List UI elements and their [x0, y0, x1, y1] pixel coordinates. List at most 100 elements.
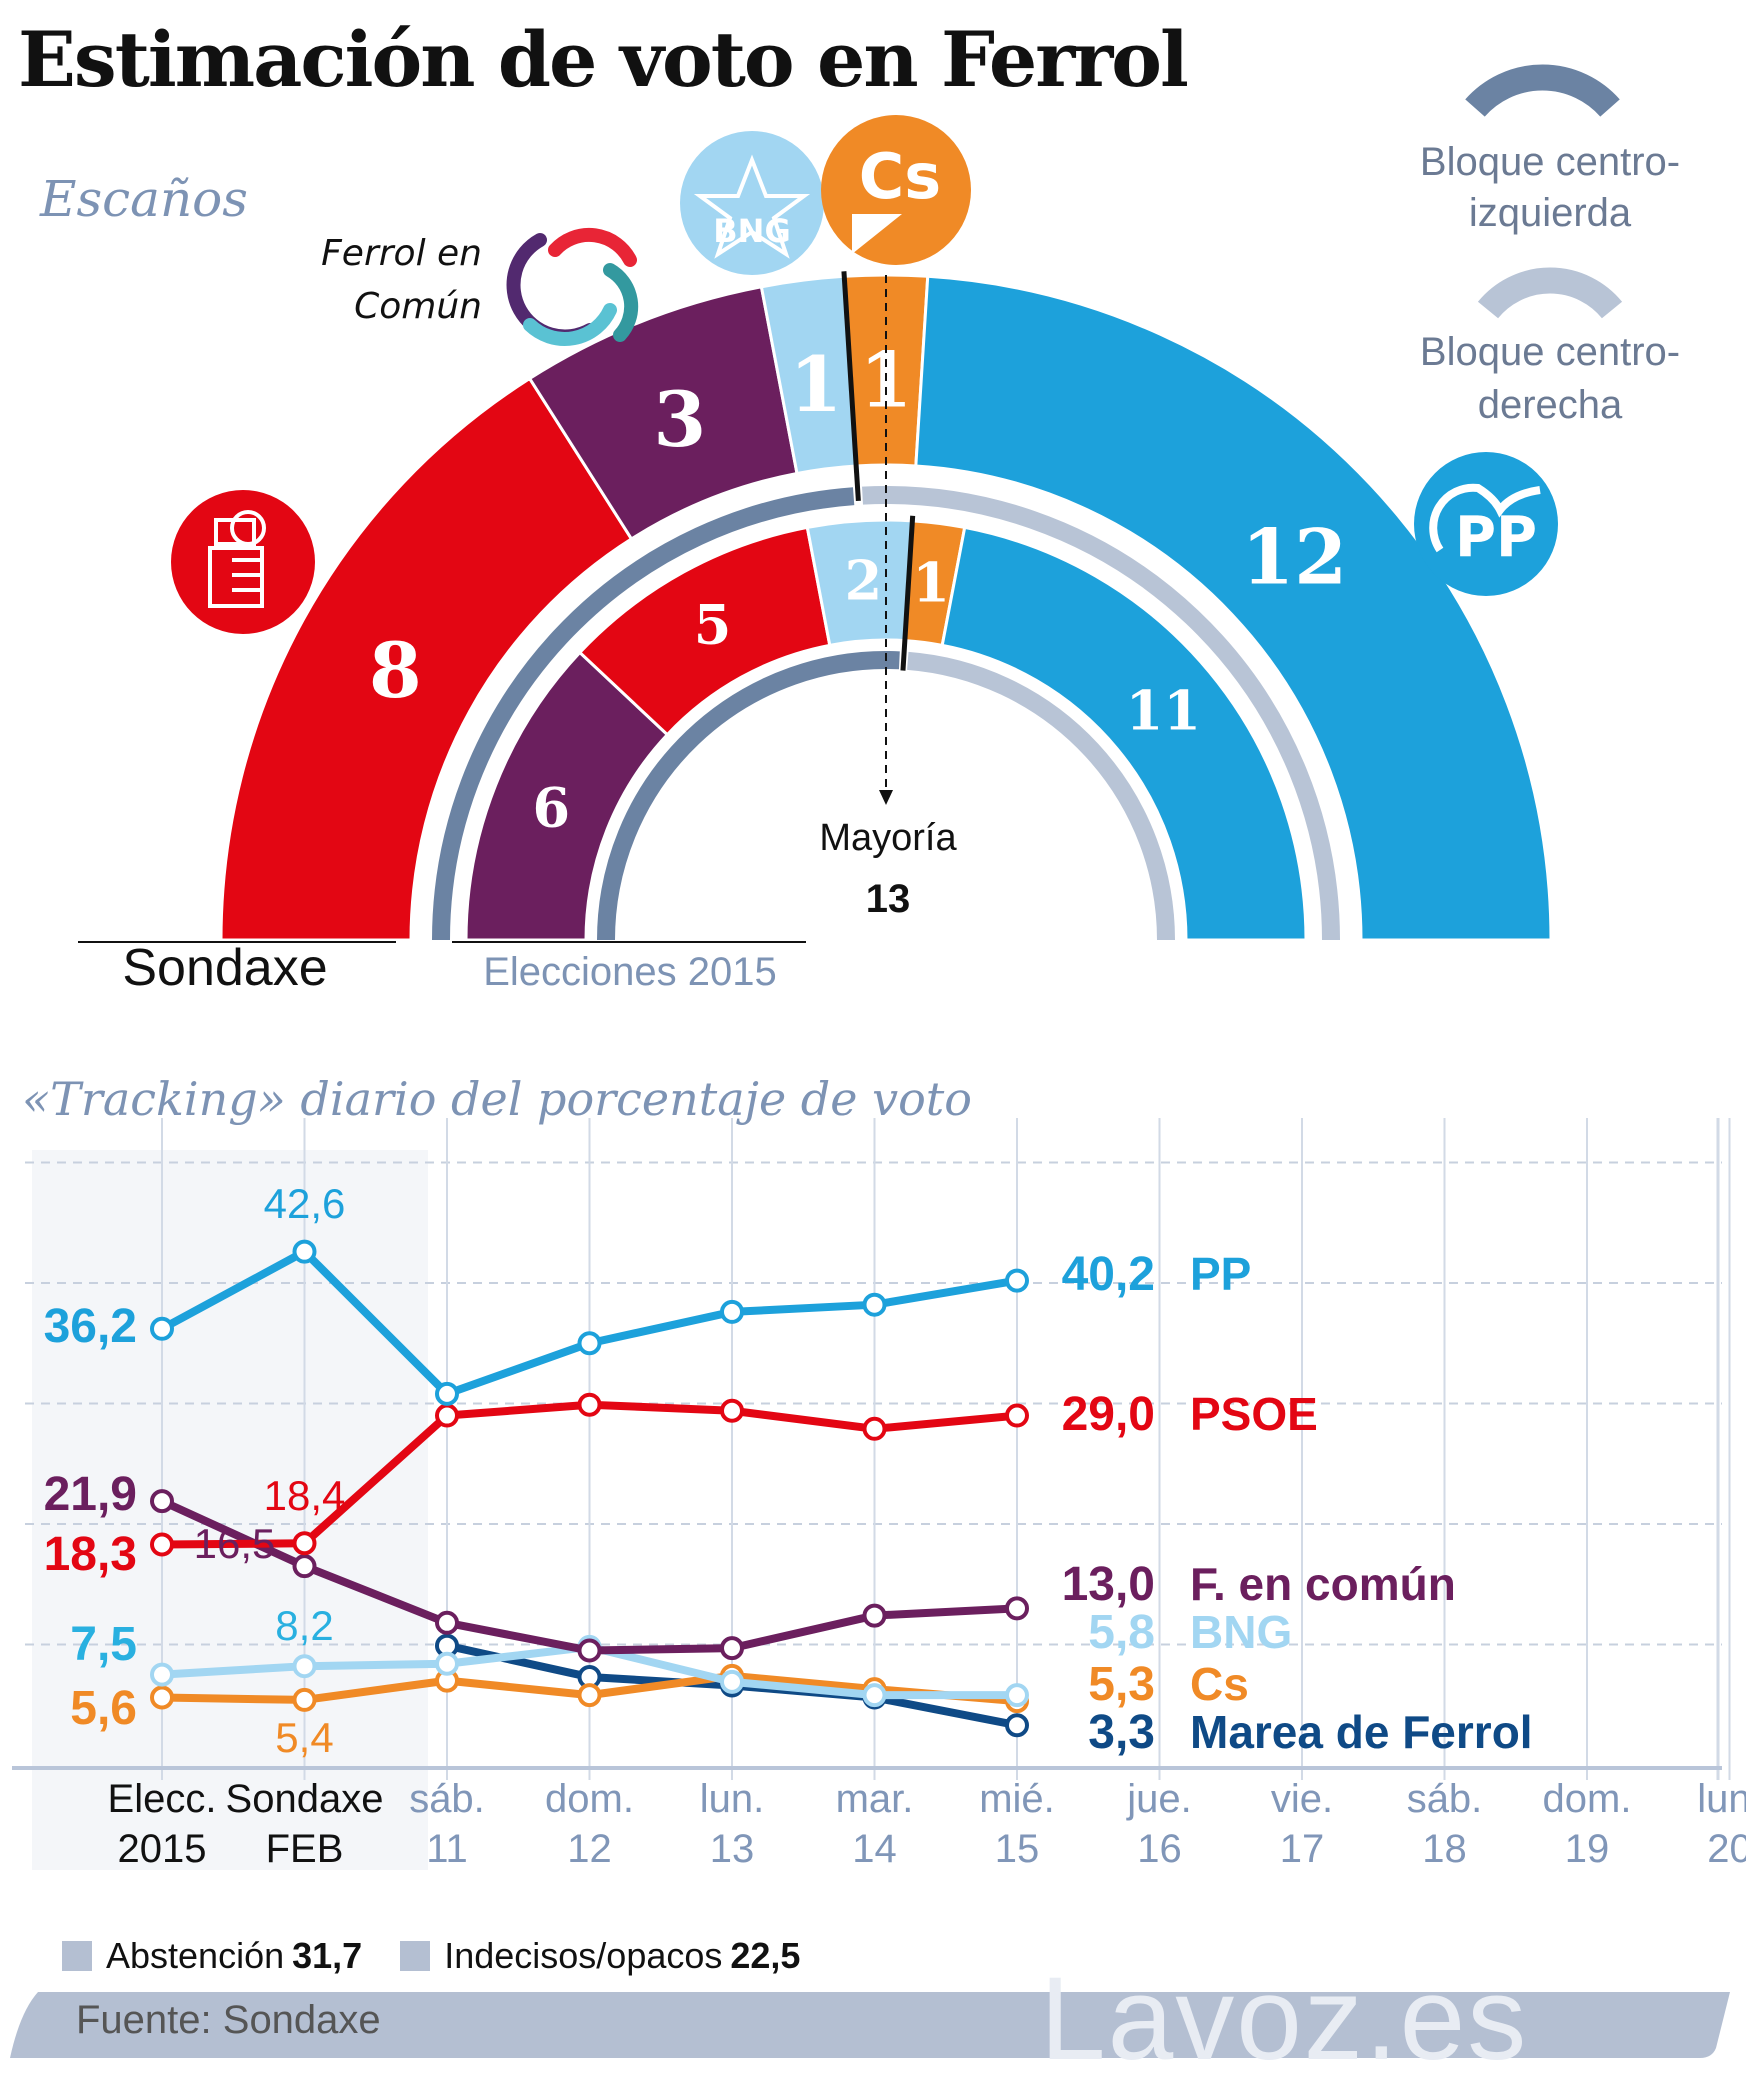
- series-name-label: PP: [1190, 1248, 1251, 1300]
- data-point: [862, 1683, 887, 1708]
- data-point: [292, 1654, 317, 1679]
- bloc-arcs: [432, 486, 1340, 941]
- x-tick-label: jue.: [1126, 1777, 1192, 1821]
- inner-ring-label: Elecciones 2015: [483, 950, 777, 994]
- start-value-label: 21,9: [44, 1468, 137, 1521]
- end-value-label: 3,3: [1088, 1706, 1155, 1759]
- x-tick-label: 14: [852, 1827, 897, 1871]
- series-name-label: F. en común: [1190, 1558, 1456, 1610]
- svg-text:derecha: derecha: [1478, 383, 1623, 427]
- outer-ring-sondaxe: 83 1 112: [219, 273, 1553, 942]
- data-point: [720, 1669, 744, 1694]
- data-point: [862, 1603, 887, 1628]
- ferrol-en-comun-logo-icon: [506, 227, 639, 346]
- bloc-legend: Bloque centro- izquierda Bloque centro- …: [1420, 64, 1680, 427]
- x-tick-label: 16: [1137, 1827, 1182, 1871]
- majority-line-inner: [900, 515, 916, 671]
- seats-section-label: Escaños: [40, 170, 248, 228]
- bloc-right-arc-inner: [907, 651, 1175, 941]
- x-tick-label: 2015: [118, 1827, 207, 1871]
- seat-count-label: 3: [653, 375, 706, 464]
- x-tick-label: 19: [1565, 1827, 1610, 1871]
- seat-slice-pp: [940, 525, 1308, 942]
- data-point: [435, 1381, 459, 1406]
- source-text: Fuente: Sondaxe: [76, 1998, 381, 2042]
- svg-text:Cs: Cs: [859, 140, 941, 213]
- data-point: [1005, 1713, 1029, 1738]
- data-point: [435, 1610, 459, 1635]
- legend-swatch: [62, 1941, 92, 1971]
- end-value-label: 13,0: [1062, 1558, 1155, 1611]
- x-tick-label: 15: [995, 1827, 1040, 1871]
- start-value-label: 7,5: [70, 1618, 137, 1671]
- mid-value-label: 16,5: [194, 1520, 276, 1567]
- data-point: [292, 1531, 317, 1556]
- svg-text:Bloque centro-: Bloque centro-: [1420, 330, 1680, 374]
- data-point: [1005, 1403, 1029, 1428]
- x-tick-label: lun.: [700, 1777, 765, 1821]
- series-name-label: Cs: [1190, 1658, 1249, 1710]
- svg-text:BNG: BNG: [713, 212, 790, 250]
- data-point: [720, 1299, 744, 1324]
- x-tick-label: sáb.: [409, 1777, 485, 1821]
- seat-count-label: 12: [1241, 512, 1347, 601]
- data-point: [150, 1532, 174, 1557]
- x-tick-label: FEB: [266, 1827, 344, 1871]
- x-tick-label: 20: [1707, 1827, 1746, 1871]
- x-tick-label: 13: [710, 1827, 755, 1871]
- cs-logo-icon: Cs: [821, 115, 971, 265]
- legend-swatch: [400, 1941, 431, 1971]
- majority-label: Mayoría: [819, 817, 957, 859]
- ring-labels: Sondaxe Elecciones 2015 Mayoría 13: [78, 817, 957, 997]
- series-psoe: [150, 1392, 1029, 1557]
- data-point: [1005, 1596, 1029, 1621]
- seat-slice-pp: [914, 274, 1553, 942]
- end-value-label: 5,8: [1088, 1606, 1155, 1659]
- data-point: [150, 1316, 174, 1341]
- bng-logo-icon: BNG: [680, 131, 824, 275]
- seat-count-label: 5: [694, 592, 732, 656]
- footer-bar: [10, 1992, 1730, 2058]
- data-point: [577, 1638, 602, 1663]
- svg-text:PP: PP: [1455, 505, 1537, 570]
- data-point: [577, 1392, 602, 1417]
- data-point: [720, 1636, 744, 1661]
- data-point: [150, 1662, 174, 1687]
- legend-value: 31,7: [292, 1935, 363, 1976]
- x-tick-label: lun.: [1697, 1777, 1746, 1821]
- majority-arrow-icon: [879, 790, 893, 805]
- data-point: [150, 1489, 174, 1514]
- x-tick-label: vie.: [1271, 1777, 1333, 1821]
- data-point: [292, 1239, 317, 1264]
- bottom-legend: Abstención 31,7 Indecisos/opacos 22,5: [62, 1935, 838, 1977]
- end-value-label: 5,3: [1088, 1658, 1155, 1711]
- seat-count-label: 1: [912, 551, 950, 615]
- svg-text:izquierda: izquierda: [1469, 191, 1632, 235]
- majority-line-outer: [841, 271, 861, 502]
- ferrol-en-comun-label-line2: Común: [354, 286, 482, 327]
- seat-count-label: 11: [1126, 678, 1201, 742]
- svg-text:Bloque centro-: Bloque centro-: [1420, 140, 1680, 184]
- series-name-label: PSOE: [1190, 1388, 1318, 1440]
- bloc-right-swatch: [1477, 267, 1623, 319]
- series-f-en-com-n: [150, 1489, 1029, 1663]
- psoe-logo-icon: [171, 490, 315, 634]
- mid-value-label: 5,4: [275, 1714, 333, 1761]
- seats-hemicycle: 83 1 112 652 111 Sondaxe Elecciones 2015 Ma…: [78, 64, 1680, 997]
- x-tick-label: 17: [1280, 1827, 1325, 1871]
- mid-value-label: 42,6: [264, 1180, 346, 1227]
- data-point: [292, 1687, 317, 1712]
- data-point: [862, 1292, 887, 1317]
- end-value-label: 29,0: [1062, 1388, 1155, 1441]
- series-name-label: Marea de Ferrol: [1190, 1706, 1533, 1758]
- seat-count-label: 8: [369, 626, 422, 715]
- legend-indecisos: Indecisos/opacos 22,5: [400, 1935, 800, 1977]
- x-tick-label: dom.: [1543, 1777, 1632, 1821]
- majority-lines: [841, 271, 916, 805]
- seat-count-label: 2: [845, 549, 883, 613]
- bloc-left-arc-inner: [597, 651, 900, 941]
- outer-ring-label: Sondaxe: [122, 939, 327, 997]
- tracking-title: «Tracking» diario del porcentaje de voto: [22, 1072, 972, 1126]
- brand-watermark: Lavoz.es: [1040, 1953, 1529, 2085]
- majority-value: 13: [866, 877, 911, 921]
